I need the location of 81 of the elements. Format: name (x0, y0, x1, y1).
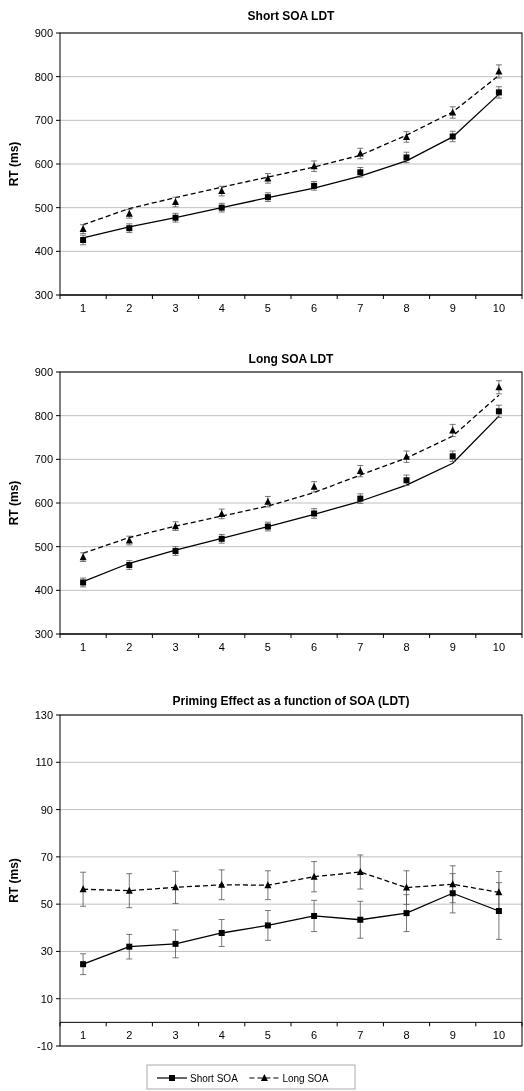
x-tick-label: 2 (126, 302, 133, 314)
x-tick-label: 8 (403, 302, 410, 314)
x-tick-label: 6 (311, 1029, 318, 1042)
y-axis-title: RT (ms) (7, 858, 21, 903)
point (264, 881, 272, 889)
x-tick-label: 9 (449, 641, 456, 653)
y-tick-label: 300 (34, 289, 53, 301)
y-tick-label: 900 (34, 366, 53, 378)
y-tick-label: 800 (34, 70, 53, 83)
y-tick-label: 400 (34, 245, 53, 258)
y-tick-label: 50 (40, 898, 53, 911)
point (310, 872, 318, 880)
point (495, 408, 502, 415)
x-tick-label: 1 (80, 1029, 87, 1042)
x-tick-label: 10 (492, 1029, 506, 1042)
y-tick-label: 500 (34, 540, 53, 553)
point (218, 880, 226, 888)
y-tick-label: 130 (34, 709, 53, 721)
y-tick-label: 800 (34, 409, 53, 422)
chart-title: Long SOA LDT (248, 352, 335, 366)
point (311, 912, 318, 919)
y-tick-label: 90 (40, 803, 53, 816)
y-tick-label: 500 (34, 201, 53, 214)
x-tick-label: 1 (80, 302, 87, 314)
point (80, 961, 87, 968)
x-tick-label: 2 (126, 641, 133, 653)
point (264, 922, 271, 929)
point (126, 943, 133, 950)
y-tick-label: 700 (34, 114, 53, 127)
x-tick-label: 10 (492, 641, 506, 653)
x-tick-label: 7 (357, 302, 364, 314)
x-tick-label: 7 (357, 1029, 364, 1042)
point (357, 916, 364, 923)
y-tick-label: 400 (34, 584, 53, 597)
x-tick-label: 4 (218, 302, 225, 314)
point (495, 908, 502, 914)
legend-label: Short SOA (190, 1073, 239, 1084)
x-tick-label: 3 (172, 641, 179, 653)
x-tick-label: 1 (80, 641, 87, 653)
x-tick-label: 6 (311, 641, 318, 653)
point (403, 910, 410, 917)
x-tick-label: 9 (449, 1029, 456, 1042)
y-tick-label: 10 (40, 992, 53, 1005)
x-tick-label: 2 (126, 1029, 133, 1042)
y-tick-label: 700 (34, 453, 53, 466)
chart-title: Priming Effect as a function of SOA (LDT) (172, 694, 410, 708)
x-tick-label: 3 (172, 302, 179, 314)
x-tick-label: 4 (218, 641, 225, 653)
point (218, 929, 225, 936)
y-tick-label: -10 (37, 1040, 53, 1052)
x-tick-label: 9 (449, 302, 456, 314)
chart-title: Short SOA LDT (247, 9, 336, 23)
point (495, 383, 503, 391)
x-tick-label: 3 (172, 1029, 179, 1042)
x-tick-label: 8 (403, 1029, 410, 1042)
x-tick-label: 8 (403, 641, 410, 653)
x-tick-label: 5 (264, 641, 271, 653)
point (172, 940, 179, 947)
legend-label: Long SOA (282, 1073, 329, 1084)
y-tick-label: 300 (34, 628, 53, 640)
point (172, 883, 179, 891)
y-tick-label: 900 (34, 27, 53, 39)
x-tick-label: 5 (264, 1029, 271, 1042)
y-tick-label: 30 (40, 945, 53, 958)
point (449, 426, 457, 434)
x-tick-label: 10 (492, 302, 506, 314)
x-tick-label: 6 (311, 302, 318, 314)
point (79, 885, 87, 893)
y-axis-title: RT (ms) (7, 141, 21, 187)
x-tick-label: 7 (357, 641, 364, 653)
x-tick-label: 5 (264, 302, 271, 314)
y-tick-label: 600 (34, 158, 53, 170)
point (403, 883, 410, 891)
y-tick-label: 110 (35, 756, 53, 769)
point (125, 886, 133, 894)
x-tick-label: 4 (218, 1029, 225, 1042)
point (356, 867, 364, 875)
y-tick-label: 70 (40, 850, 53, 863)
y-tick-label: 600 (34, 497, 53, 509)
y-axis-title: RT (ms) (7, 480, 21, 526)
point (449, 890, 456, 897)
